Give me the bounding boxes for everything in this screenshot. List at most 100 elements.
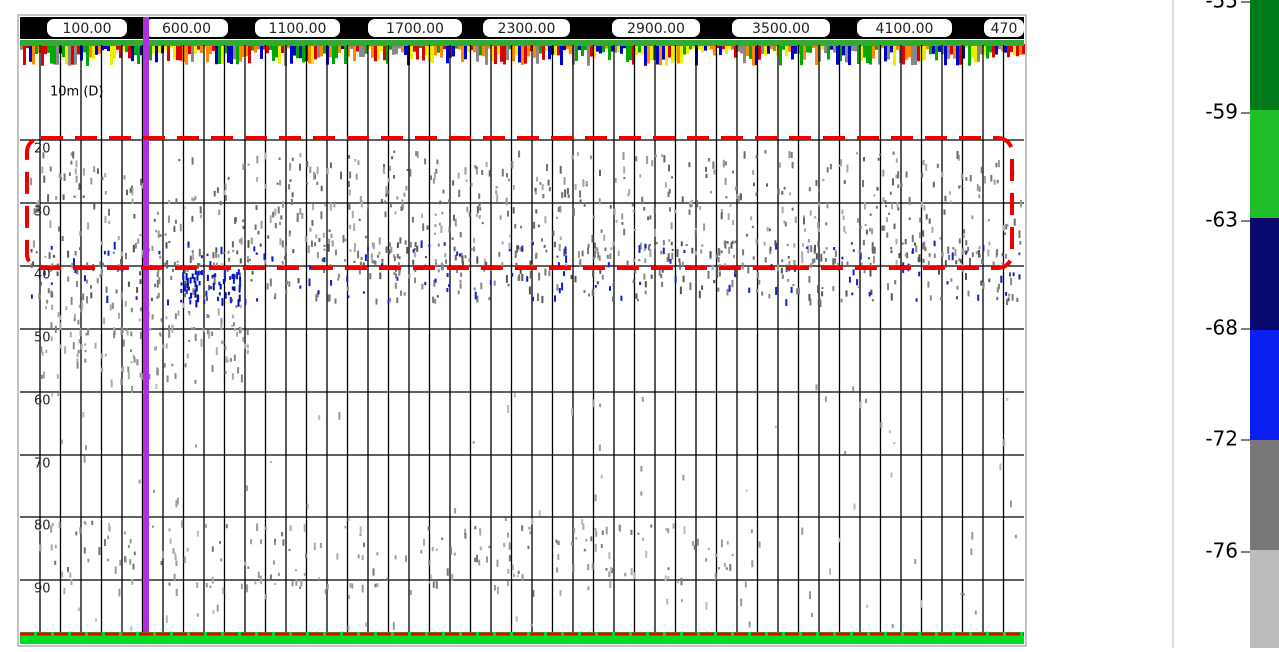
speckle	[479, 528, 481, 536]
speckle	[389, 166, 391, 171]
speckle	[979, 246, 981, 249]
speckle	[623, 177, 625, 179]
speckle	[896, 158, 898, 162]
speckle	[462, 256, 464, 264]
speckle	[113, 252, 115, 254]
speckle	[699, 291, 701, 298]
speckle	[85, 445, 87, 450]
speckle	[140, 179, 142, 186]
speckle	[376, 299, 378, 305]
speckle	[686, 244, 688, 246]
speckle	[31, 295, 33, 299]
speckle	[948, 255, 950, 260]
speckle	[624, 573, 626, 577]
speckle	[856, 279, 858, 285]
speckle	[557, 256, 559, 258]
speckle	[70, 580, 72, 586]
speckle	[286, 281, 288, 285]
noise-strip	[791, 44, 794, 59]
speckle	[851, 293, 853, 296]
speckle	[219, 292, 221, 295]
speckle	[401, 206, 403, 211]
speckle	[682, 475, 684, 481]
speckle	[196, 285, 198, 292]
speckle	[239, 286, 241, 290]
speckle	[305, 553, 307, 558]
speckle	[912, 248, 914, 254]
speckle	[882, 170, 884, 177]
speckle	[679, 262, 681, 269]
speckle	[433, 178, 435, 183]
speckle	[843, 216, 845, 220]
speckle	[46, 300, 48, 304]
speckle	[365, 623, 367, 627]
speckle	[242, 337, 244, 342]
speckle	[712, 161, 714, 169]
speckle	[233, 322, 235, 326]
speckle	[507, 569, 509, 574]
speckle	[50, 167, 52, 172]
speckle	[553, 231, 555, 236]
speckle	[465, 255, 467, 258]
speckle	[114, 242, 116, 250]
speckle	[535, 209, 537, 213]
speckle	[192, 157, 194, 164]
speckle	[122, 328, 124, 333]
speckle	[178, 159, 180, 161]
speckle	[203, 328, 205, 332]
speckle	[920, 600, 922, 608]
speckle	[649, 215, 651, 219]
speckle	[898, 253, 900, 258]
speckle	[880, 422, 882, 428]
speckle	[902, 242, 904, 244]
speckle	[582, 182, 584, 185]
speckle	[712, 265, 714, 270]
distance-label: 1100.00	[269, 21, 327, 37]
speckle	[205, 291, 207, 297]
distance-label: 3500.00	[752, 21, 810, 37]
speckle	[401, 199, 403, 206]
speckle	[634, 572, 636, 579]
distance-label: 600.00	[162, 21, 211, 37]
noise-strip	[923, 44, 926, 60]
speckle	[646, 156, 648, 164]
speckle	[290, 525, 292, 531]
speckle	[212, 577, 214, 584]
speckle	[983, 282, 985, 289]
speckle	[695, 230, 697, 236]
speckle	[620, 296, 622, 301]
speckle	[45, 306, 47, 309]
speckle	[645, 244, 647, 247]
speckle	[98, 547, 100, 555]
speckle	[729, 564, 731, 571]
speckle	[292, 580, 294, 586]
speckle	[879, 154, 881, 156]
speckle	[162, 551, 164, 558]
distance-label: 4100.00	[876, 21, 934, 37]
speckle	[529, 527, 531, 530]
speckle	[181, 282, 183, 285]
speckle	[471, 183, 473, 186]
speckle	[241, 238, 243, 245]
speckle	[639, 282, 641, 285]
speckle	[131, 579, 133, 584]
speckle	[827, 203, 829, 208]
speckle	[571, 541, 573, 545]
speckle	[531, 624, 533, 627]
noise-strip	[917, 44, 920, 61]
speckle	[417, 151, 419, 158]
speckle	[613, 283, 615, 287]
speckle	[684, 527, 686, 534]
speckle	[947, 281, 949, 284]
speckle	[529, 531, 531, 534]
speckle	[769, 228, 771, 231]
speckle	[365, 254, 367, 261]
speckle	[256, 523, 258, 531]
speckle	[870, 214, 872, 216]
speckle	[514, 224, 516, 228]
speckle	[230, 358, 232, 362]
speckle	[152, 314, 154, 319]
noise-strip	[650, 44, 653, 60]
speckle	[683, 276, 685, 283]
speckle	[74, 196, 76, 198]
